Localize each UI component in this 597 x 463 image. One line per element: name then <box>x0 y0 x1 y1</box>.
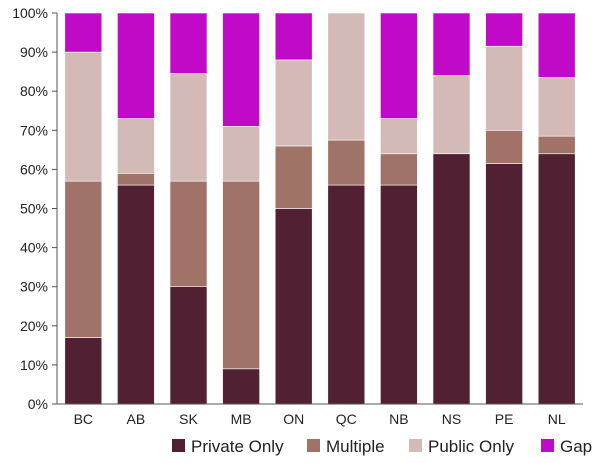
x-tick-label: AB <box>127 411 146 427</box>
legend-swatch-public-only <box>409 439 422 452</box>
bar-segment-multiple-pe <box>485 130 523 164</box>
bar-segment-public-only-nl <box>537 77 576 137</box>
x-tick-label: BC <box>74 411 93 427</box>
y-tick-label: 30% <box>20 279 48 295</box>
bar-segment-multiple-qc <box>327 139 366 186</box>
y-tick-label: 70% <box>20 122 48 138</box>
bar-segment-gap-ab <box>117 12 155 119</box>
legend-label-multiple: Multiple <box>326 437 385 456</box>
x-axis: BC AB SK MB ON QC NB NS PE NL <box>74 411 566 427</box>
y-tick-label: 10% <box>20 357 48 373</box>
bar-segment-multiple-on <box>274 145 313 209</box>
bar-segment-gap-bc <box>64 12 103 53</box>
bar-segment-multiple-bc <box>64 180 103 338</box>
x-tick-label: NS <box>442 411 461 427</box>
legend-label-public-only: Public Only <box>428 437 514 456</box>
bar-segment-private-only-qc <box>327 184 366 405</box>
bar-segment-gap-pe <box>485 12 523 47</box>
bar-segment-private-only-on <box>274 208 313 405</box>
bar-segment-multiple-ab <box>117 173 155 186</box>
bar-segment-multiple-mb <box>222 180 260 370</box>
bar-segment-private-only-ns <box>432 153 471 405</box>
bar-segment-public-only-pe <box>485 45 523 131</box>
legend-swatch-multiple <box>307 439 320 452</box>
legend-label-gap: Gap <box>560 437 592 456</box>
bar-segment-public-only-ab <box>117 118 155 174</box>
bar-segment-private-only-nl <box>537 153 576 405</box>
bar-segment-gap-mb <box>222 12 260 127</box>
y-axis: 0% 10% 20% 30% 40% 50% 60% 70% 80% 90% 100% <box>12 5 57 412</box>
bar-segment-public-only-bc <box>64 51 103 182</box>
bar-series-group <box>64 12 576 405</box>
y-tick-label: 80% <box>20 83 48 99</box>
bar-segment-private-only-bc <box>64 337 103 405</box>
bar-segment-gap-on <box>274 12 313 61</box>
bar-segment-public-only-mb <box>222 126 260 182</box>
bar-segment-public-only-nb <box>380 118 418 155</box>
bar-segment-public-only-ns <box>432 75 471 155</box>
bar-segment-multiple-nb <box>380 153 418 186</box>
x-tick-label: QC <box>336 411 357 427</box>
bar-segment-gap-nb <box>380 12 418 119</box>
legend: Private Only Multiple Public Only Gap <box>172 437 592 456</box>
x-tick-label: NL <box>548 411 566 427</box>
y-tick-label: 90% <box>20 44 48 60</box>
x-tick-label: PE <box>495 411 514 427</box>
bar-segment-gap-nl <box>537 12 576 78</box>
bar-segment-private-only-nb <box>380 184 418 405</box>
legend-label-private-only: Private Only <box>191 437 284 456</box>
legend-swatch-private-only <box>172 439 185 452</box>
x-tick-label: NB <box>389 411 408 427</box>
bar-segment-private-only-ab <box>117 184 155 405</box>
bar-segment-multiple-nl <box>537 135 576 155</box>
x-tick-label: MB <box>231 411 252 427</box>
bar-segment-public-only-sk <box>169 73 208 182</box>
y-tick-label: 60% <box>20 161 48 177</box>
bar-segment-public-only-on <box>274 59 313 147</box>
bar-segment-private-only-mb <box>222 368 260 405</box>
bar-segment-multiple-sk <box>169 180 208 288</box>
bar-segment-gap-sk <box>169 12 208 74</box>
bar-segment-private-only-pe <box>485 163 523 405</box>
bar-segment-private-only-sk <box>169 286 208 405</box>
bar-segment-public-only-qc <box>327 12 366 141</box>
x-tick-label: SK <box>179 411 198 427</box>
y-tick-label: 100% <box>12 5 48 21</box>
y-tick-label: 20% <box>20 318 48 334</box>
bar-segment-gap-ns <box>432 12 471 76</box>
x-tick-label: ON <box>283 411 304 427</box>
legend-swatch-gap <box>541 439 554 452</box>
y-tick-label: 50% <box>20 201 48 217</box>
y-tick-label: 40% <box>20 240 48 256</box>
y-tick-label: 0% <box>28 396 48 412</box>
